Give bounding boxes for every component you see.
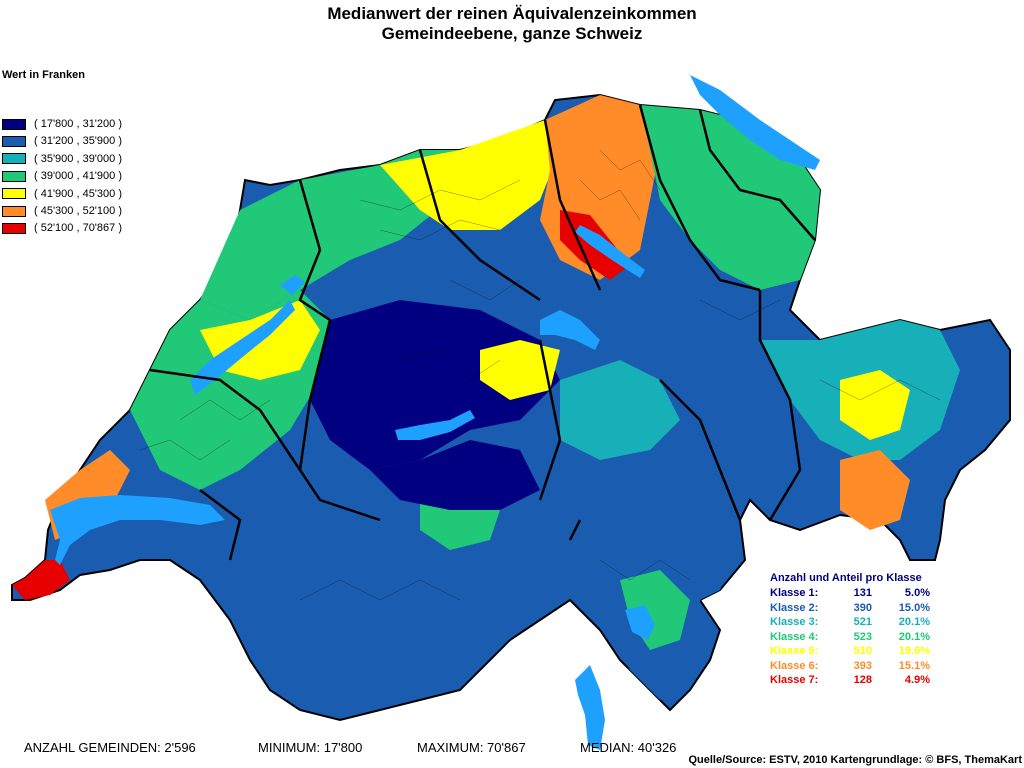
legend-label: ( 52'100 , 70'867 ) — [34, 222, 122, 235]
legend-item: ( 31'200 , 35'900 ) — [2, 134, 122, 148]
legend-item: ( 35'900 , 39'000 ) — [2, 152, 122, 166]
class-count: 523 — [853, 630, 872, 643]
region-geneva-red — [12, 560, 70, 600]
class-label: Klasse 1: — [770, 587, 819, 599]
class-percent: 5.0% — [904, 587, 930, 599]
lake-zurich — [575, 225, 645, 278]
class-stat-row: Klasse 2: 390 15.0% — [770, 601, 930, 616]
class-stats: Anzahl und Anteil pro Klasse Klasse 1: 13… — [770, 572, 930, 688]
class-stat-row: Klasse 5: 510 19.6% — [770, 644, 930, 659]
lake-lucerne — [540, 310, 600, 350]
legend-swatch — [2, 135, 26, 147]
region-bern-oberland-dark — [370, 440, 540, 510]
class-count: 521 — [853, 616, 872, 628]
canton-borders — [149, 104, 816, 561]
legend-item: ( 39'000 , 41'900 ) — [2, 169, 122, 183]
class-stat-row: Klasse 3: 521 20.1% — [770, 615, 930, 630]
legend-label: ( 31'200 , 35'900 ) — [34, 135, 122, 148]
maximum-value: MAXIMUM: 70'867 — [417, 740, 526, 755]
legend-item: ( 45'300 , 52'100 ) — [2, 204, 122, 218]
lake-neuchatel — [190, 300, 295, 395]
class-stat-row: Klasse 1: 131 5.0% — [770, 586, 930, 601]
class-label: Klasse 2: — [770, 601, 819, 614]
class-stat-row: Klasse 7: 128 4.9% — [770, 673, 930, 688]
source-credit: Quelle/Source: ESTV, 2010 Kartengrundlag… — [688, 754, 1022, 766]
map-title: Medianwert der reinen Äquivalenzeinkomme… — [0, 4, 1024, 44]
region-engadin-orange — [840, 450, 910, 530]
title-line-1: Medianwert der reinen Äquivalenzeinkomme… — [327, 4, 697, 23]
legend-item: ( 17'800 , 31'200 ) — [2, 117, 122, 131]
class-count: 390 — [853, 601, 872, 614]
region-engadin-yellow — [840, 370, 910, 440]
class-count: 128 — [853, 674, 872, 686]
region-jura — [200, 150, 460, 320]
legend-label: ( 39'000 , 41'900 ) — [34, 170, 122, 183]
region-valais-blue — [230, 500, 570, 700]
lake-lugano — [625, 605, 655, 640]
legend-swatch — [2, 188, 26, 200]
class-stats-rows: Klasse 1: 131 5.0% Klasse 2: 390 15.0% Klasse … — [770, 586, 930, 688]
municipality-count: ANZAHL GEMEINDEN: 2'596 — [24, 740, 196, 755]
region-central-teal — [560, 360, 680, 460]
lake-geneva — [50, 495, 225, 565]
legend-label: ( 35'900 , 39'000 ) — [34, 152, 122, 165]
legend-label: ( 45'300 , 52'100 ) — [34, 205, 122, 217]
class-count: 393 — [853, 659, 872, 672]
legend-swatch — [2, 118, 26, 130]
legend-swatch — [2, 170, 26, 182]
lake-constance — [690, 75, 820, 170]
legend-swatch — [2, 153, 26, 165]
region-north-yellow — [380, 120, 560, 230]
legend-item: ( 52'100 , 70'867 ) — [2, 221, 122, 235]
class-label: Klasse 7: — [770, 674, 819, 686]
class-percent: 15.1% — [898, 659, 930, 672]
lake-maggiore — [575, 665, 605, 750]
lake-thun-brienz — [395, 410, 475, 440]
class-label: Klasse 4: — [770, 630, 819, 643]
municipal-borders — [139, 149, 941, 601]
class-stat-row: Klasse 6: 393 15.1% — [770, 659, 930, 674]
class-label: Klasse 3: — [770, 616, 819, 628]
title-line-2: Gemeindeebene, ganze Schweiz — [381, 24, 643, 43]
class-stats-title: Anzahl und Anteil pro Klasse — [770, 572, 922, 584]
legend-label: ( 41'900 , 45'300 ) — [34, 187, 122, 200]
class-count: 131 — [853, 587, 872, 599]
region-central-yellow — [480, 340, 560, 400]
class-percent: 15.0% — [898, 601, 930, 614]
class-percent: 4.9% — [904, 674, 930, 686]
legend-swatch — [2, 205, 26, 217]
class-label: Klasse 5: — [770, 645, 819, 657]
minimum-value: MINIMUM: 17'800 — [258, 740, 363, 755]
class-count: 510 — [853, 645, 872, 657]
class-percent: 20.1% — [898, 630, 930, 643]
class-percent: 20.1% — [898, 616, 930, 628]
class-stat-row: Klasse 4: 523 20.1% — [770, 630, 930, 645]
legend-title: Wert in Franken — [2, 69, 85, 81]
legend-swatch — [2, 222, 26, 234]
summary-footer: ANZAHL GEMEINDEN: 2'596 MINIMUM: 17'800 … — [0, 740, 1024, 756]
class-percent: 19.6% — [898, 645, 930, 657]
legend-item: ( 41'900 , 45'300 ) — [2, 187, 122, 201]
region-central-dark — [310, 300, 560, 470]
class-label: Klasse 6: — [770, 659, 819, 672]
median-value: MEDIAN: 40'326 — [580, 740, 677, 755]
lake-biel — [280, 275, 305, 295]
legend-label: ( 17'800 , 31'200 ) — [34, 118, 122, 130]
